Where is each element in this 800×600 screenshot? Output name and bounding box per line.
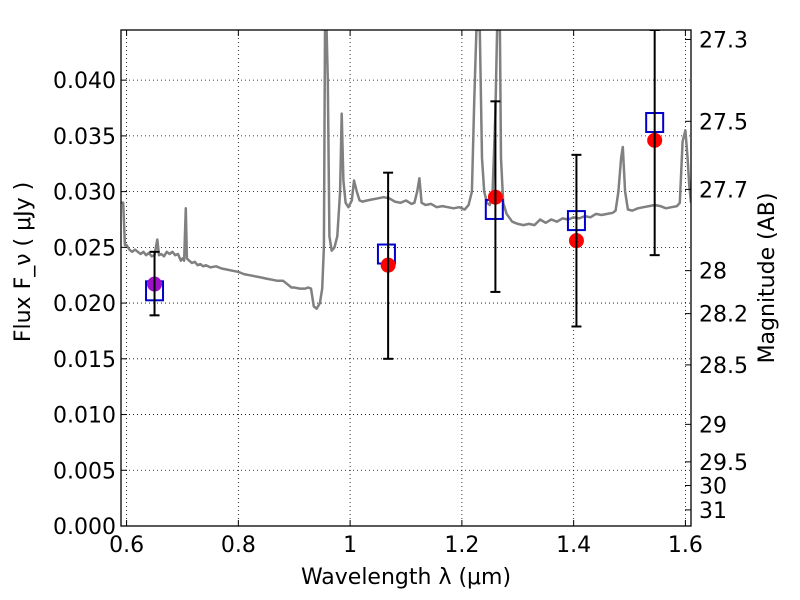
- x-tick-label: 0.6: [109, 533, 144, 558]
- y-tick-label: 0.015: [53, 348, 116, 373]
- right-tick-label: 27.3: [699, 28, 748, 53]
- y-tick-label: 0.035: [53, 125, 116, 150]
- y-axis-left: 0.000 0.005 0.010 0.015 0.020 0.025 0.030 0.035…: [53, 69, 127, 540]
- y-axis-label: Flux F_ν ( μJy ): [11, 182, 36, 342]
- grid: [121, 30, 691, 527]
- right-tick-label: 30: [699, 475, 727, 500]
- plot-area: [121, 30, 691, 360]
- x-axis-label: Wavelength λ (μm): [301, 565, 511, 590]
- x-tick-label: 1.4: [556, 533, 591, 558]
- right-tick-label: 28: [699, 260, 727, 285]
- x-tick-label: 1.2: [444, 533, 479, 558]
- y-tick-label: 0.040: [53, 69, 116, 94]
- right-tick-label: 29.5: [699, 451, 748, 476]
- x-tick-label: 1: [343, 533, 357, 558]
- right-tick-label: 28.5: [699, 354, 748, 379]
- right-tick-label: 28.2: [699, 303, 748, 328]
- x-tick-label: 1.6: [668, 533, 703, 558]
- right-tick-label: 27.5: [699, 110, 748, 135]
- y-tick-label: 0.005: [53, 459, 116, 484]
- spectrum-line: [121, 30, 691, 310]
- plot-frame: [120, 29, 692, 527]
- y-tick-label: 0.030: [53, 181, 116, 206]
- y-tick-label: 0.000: [53, 515, 116, 540]
- right-tick-label: 31: [699, 499, 727, 524]
- x-tick-label: 0.8: [221, 533, 256, 558]
- right-tick-label: 29: [699, 413, 727, 438]
- x-axis: 0.6 0.8 1 1.2 1.4 1.6: [109, 30, 703, 558]
- right-tick-label: 27.7: [699, 178, 748, 203]
- y-tick-label: 0.010: [53, 404, 116, 429]
- y-axis-right-label: Magnitude (AB): [755, 193, 780, 364]
- y-tick-label: 0.020: [53, 292, 116, 317]
- y-tick-label: 0.025: [53, 236, 116, 261]
